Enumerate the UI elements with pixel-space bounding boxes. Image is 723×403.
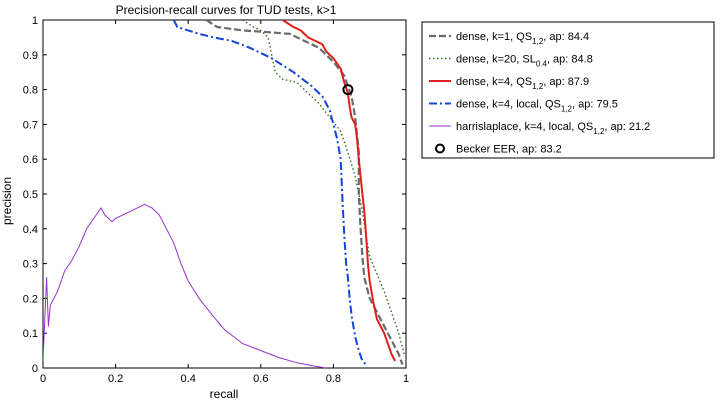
legend-entry-5: harrislaplace, k=4, local, QS1,2, ap: 21… <box>456 121 650 136</box>
y-axis-label: precision <box>0 177 14 225</box>
series-line-5 <box>43 203 327 368</box>
legend-entry-3: dense, k=4, QS1,2, ap: 87.9 <box>456 76 589 91</box>
legend-entry-2: dense, k=20, SL0.4, ap: 84.8 <box>456 54 593 69</box>
x-tick-label: 0.8 <box>326 373 341 385</box>
x-axis-label: recall <box>210 387 239 401</box>
y-tick-label: 0.9 <box>23 50 38 62</box>
y-tick-label: 0.8 <box>23 85 38 97</box>
y-tick-label: 0.1 <box>23 328 38 340</box>
x-tick-label: 1 <box>403 373 409 385</box>
plot-area: 0 0.2 0.4 0.6 0.8 1 0 0.1 0.2 0.3 0.4 0.5 0.6 0.7 0.8 0… <box>23 15 409 385</box>
y-tick-label: 0.6 <box>23 154 38 166</box>
legend-box <box>421 21 715 159</box>
legend-entry-4: dense, k=4, local, QS1,2, ap: 79.5 <box>456 99 618 114</box>
y-tick-label: 0.3 <box>23 259 38 271</box>
series-line-2 <box>242 20 405 355</box>
legend: dense, k=1, QS1,2, ap: 84.4 dense, k=20, … <box>421 21 715 159</box>
becker-eer-marker <box>342 84 354 96</box>
series-line-3 <box>282 20 396 362</box>
x-tick-label: 0.6 <box>253 373 268 385</box>
y-tick-label: 0.4 <box>23 224 38 236</box>
legend-marker-swatch <box>435 143 445 154</box>
x-tick-label: 0.4 <box>181 373 196 385</box>
chart-title: Precision-recall curves for TUD tests, k… <box>116 3 337 17</box>
y-tick-label: 0 <box>32 363 38 375</box>
y-tick-label: 0.5 <box>23 189 38 201</box>
y-tick-label: 0.7 <box>23 119 38 131</box>
legend-entry-1: dense, k=1, QS1,2, ap: 84.4 <box>456 31 589 46</box>
y-tick-label: 0.2 <box>23 293 38 305</box>
x-tick-label: 0 <box>40 373 46 385</box>
legend-entry-marker: Becker EER, ap: 83.2 <box>456 144 562 156</box>
plot-frame <box>42 19 407 369</box>
x-tick-label: 0.2 <box>108 373 123 385</box>
y-tick-label: 1 <box>32 15 38 27</box>
